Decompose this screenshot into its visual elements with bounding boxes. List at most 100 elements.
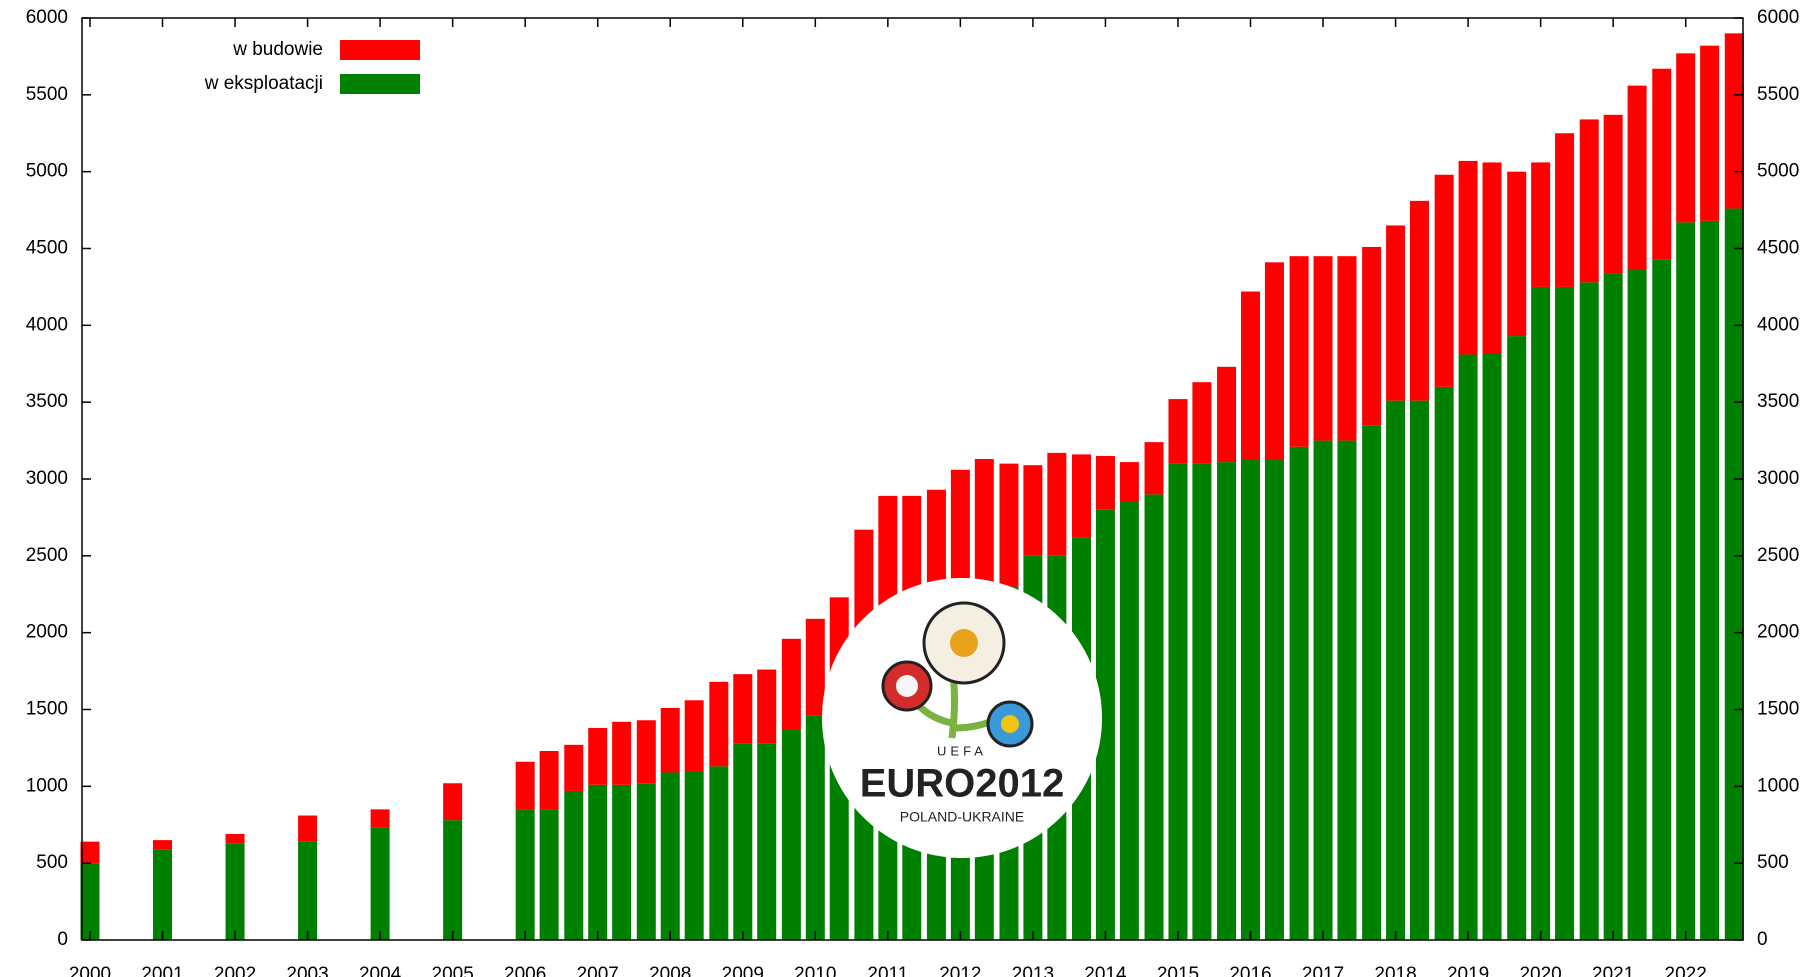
legend-swatch xyxy=(340,40,420,60)
x-tick-label: 2019 xyxy=(1447,964,1489,977)
bar xyxy=(1095,455,1115,510)
bar xyxy=(612,784,632,940)
bar xyxy=(684,700,704,771)
x-tick-label: 2011 xyxy=(867,964,908,977)
bar xyxy=(1700,45,1720,221)
bar xyxy=(1313,440,1333,940)
logo-red-flower-core xyxy=(896,675,918,697)
bar xyxy=(1217,462,1237,940)
bar xyxy=(225,833,245,844)
bar xyxy=(1652,259,1672,940)
bar xyxy=(1410,200,1430,401)
y-tick-label: 4000 xyxy=(26,314,68,335)
y2-tick-label: 2500 xyxy=(1757,545,1799,566)
bar xyxy=(588,727,608,785)
bar xyxy=(1507,171,1527,337)
bar xyxy=(1555,286,1575,941)
y-tick-label: 3500 xyxy=(26,391,68,412)
y2-tick-label: 0 xyxy=(1757,929,1768,950)
bar xyxy=(1458,160,1478,355)
x-tick-label: 2010 xyxy=(794,964,836,977)
bar xyxy=(515,761,535,810)
y2-tick-label: 5000 xyxy=(1757,161,1799,182)
bar xyxy=(1264,262,1284,460)
bar xyxy=(709,681,729,767)
bar xyxy=(1241,459,1261,940)
bar xyxy=(1362,246,1382,426)
bar xyxy=(1700,220,1720,941)
bar xyxy=(370,809,390,828)
bar xyxy=(443,783,463,821)
bar xyxy=(539,750,559,810)
y-tick-label: 1500 xyxy=(26,699,68,720)
bar xyxy=(636,720,656,784)
bar xyxy=(1603,273,1623,940)
bar xyxy=(564,790,584,940)
x-tick-label: 2001 xyxy=(141,964,183,977)
bar xyxy=(1724,208,1744,941)
x-tick-label: 2014 xyxy=(1084,964,1127,977)
bar xyxy=(1264,459,1284,940)
logo-circle xyxy=(822,578,1102,858)
x-tick-label: 2009 xyxy=(722,964,764,977)
bar xyxy=(1627,270,1647,941)
y2-tick-label: 1500 xyxy=(1757,699,1799,720)
bar xyxy=(1144,494,1164,940)
y2-tick-label: 6000 xyxy=(1757,7,1799,28)
bar xyxy=(443,820,463,940)
bar xyxy=(539,809,559,940)
bar xyxy=(1579,282,1599,941)
y-tick-label: 5000 xyxy=(26,161,68,182)
bar xyxy=(1289,256,1309,447)
x-tick-label: 2016 xyxy=(1229,964,1271,977)
bar xyxy=(636,783,656,940)
bar xyxy=(1217,366,1237,463)
bar xyxy=(1458,354,1478,940)
y-tick-label: 5500 xyxy=(26,84,68,105)
y-tick-label: 2000 xyxy=(26,622,68,643)
y2-tick-label: 3000 xyxy=(1757,468,1799,489)
x-tick-label: 2002 xyxy=(214,964,256,977)
bar xyxy=(1531,286,1551,941)
bar xyxy=(1337,440,1357,940)
logo-ball-patch xyxy=(950,629,978,657)
bar xyxy=(1386,400,1406,940)
bar xyxy=(1289,446,1309,940)
bar xyxy=(1095,509,1115,940)
bar xyxy=(1724,33,1744,209)
bar xyxy=(999,463,1019,587)
logo-top: UEFA xyxy=(937,743,987,758)
bar xyxy=(1362,425,1382,940)
bar xyxy=(1386,225,1406,401)
bar xyxy=(805,715,825,940)
bar xyxy=(1337,256,1357,441)
logo-subtext: POLAND-UKRAINE xyxy=(900,809,1024,825)
bar xyxy=(660,772,680,940)
y-tick-label: 500 xyxy=(36,852,68,873)
y2-tick-label: 4500 xyxy=(1757,238,1799,259)
bar xyxy=(612,721,632,785)
bar xyxy=(1676,53,1696,223)
y2-tick-label: 2000 xyxy=(1757,622,1799,643)
bar xyxy=(80,841,100,864)
x-tick-label: 2000 xyxy=(69,964,111,977)
x-tick-label: 2008 xyxy=(649,964,691,977)
x-tick-label: 2021 xyxy=(1592,964,1634,977)
bar xyxy=(974,459,994,602)
y2-tick-label: 4000 xyxy=(1757,314,1799,335)
bar xyxy=(225,843,245,940)
bar xyxy=(1603,114,1623,274)
bar xyxy=(1023,465,1043,556)
y-tick-label: 1000 xyxy=(26,775,68,796)
y2-tick-label: 1000 xyxy=(1757,775,1799,796)
x-tick-label: 2005 xyxy=(432,964,474,977)
bar xyxy=(298,841,318,940)
bar xyxy=(1482,162,1502,353)
legend-label: w budowie xyxy=(232,39,323,60)
bar xyxy=(153,849,173,940)
x-tick-label: 2004 xyxy=(359,964,402,977)
y-tick-label: 3000 xyxy=(26,468,68,489)
bar xyxy=(1434,386,1454,940)
x-tick-label: 2003 xyxy=(286,964,328,977)
y-tick-label: 4500 xyxy=(26,238,68,259)
